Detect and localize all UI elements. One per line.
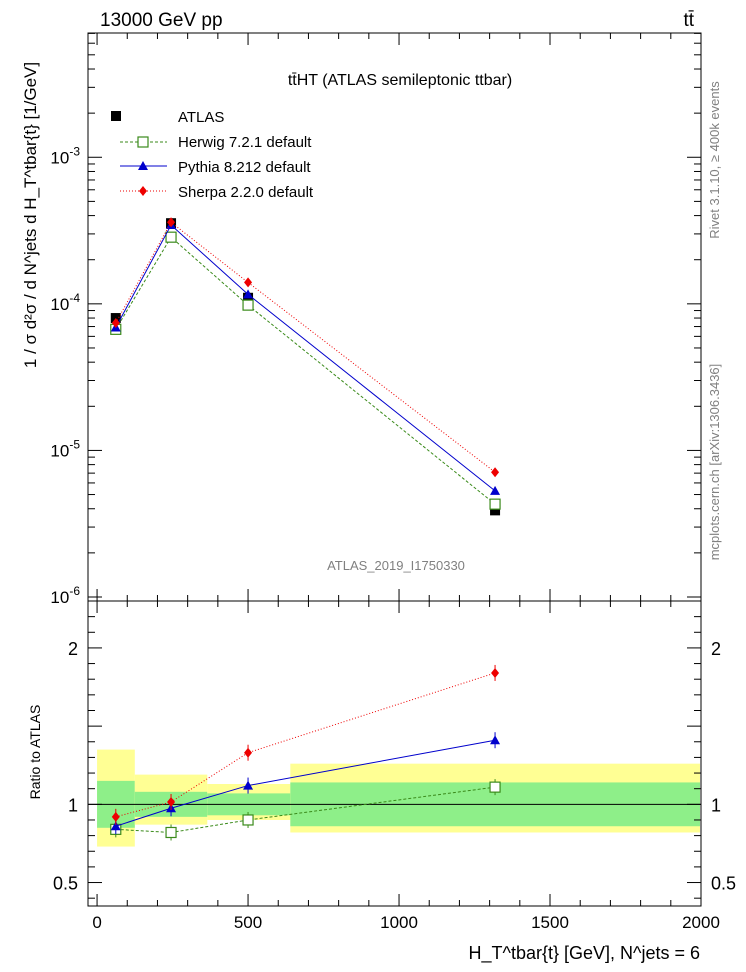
ratio-point-Pythia 8.212 default — [490, 735, 501, 745]
legend-label-sherpa: Sherpa 2.2.0 default — [178, 184, 314, 201]
x-tick-label: 1500 — [531, 913, 569, 932]
x-tick-label: 0 — [92, 913, 101, 932]
y-tick-label-ratio-right: 1 — [711, 795, 721, 815]
data-point-ATLAS — [490, 505, 501, 516]
legend-label-atlas: ATLAS — [178, 109, 224, 126]
data-point-Pythia 8.212 default — [243, 289, 254, 299]
mcplots-label: mcplots.cern.ch [arXiv:1306.3436] — [707, 364, 722, 561]
y-tick-label-main: 10-6 — [50, 584, 80, 607]
legend-label-pythia: Pythia 8.212 default — [178, 159, 311, 176]
y-tick-label-ratio: 1 — [68, 795, 78, 815]
plot-title: tt̄HT (ATLAS semileptonic ttbar) — [288, 72, 512, 89]
header-right: tt̄ — [683, 10, 694, 31]
rivet-label: Rivet 3.1.10, ≥ 400k events — [707, 81, 722, 239]
y-tick-label-main: 10-5 — [50, 437, 80, 460]
ratio-point-Herwig 7.2.1 default — [165, 826, 177, 839]
data-point-Sherpa 2.2.0 default — [244, 277, 253, 288]
axis-ticks: 0 500 1000 1500 2000 10-6 10-5 10-4 10-3 0.5 0.5 1 1… — [50, 32, 736, 932]
legend-marker-sherpa — [139, 186, 147, 196]
legend: ATLAS Herwig 7.2.1 default Pythia 8.212 … — [111, 109, 314, 201]
ratio-point-Pythia 8.212 default — [110, 821, 121, 831]
ratio-point-Sherpa 2.2.0 default — [244, 747, 253, 758]
data-point-Sherpa 2.2.0 default — [111, 318, 120, 329]
data-point-Pythia 8.212 default — [490, 485, 501, 495]
legend-label-herwig: Herwig 7.2.1 default — [178, 134, 312, 151]
ratio-point-Herwig 7.2.1 default — [489, 781, 501, 793]
legend-marker-herwig — [137, 136, 149, 148]
legend-marker-pythia — [138, 161, 148, 170]
y-tick-label-ratio-right: 0.5 — [711, 874, 736, 894]
ratio-point-Sherpa 2.2.0 default — [491, 667, 500, 678]
ratio-point-Sherpa 2.2.0 default — [111, 811, 120, 822]
header-left: 13000 GeV pp — [100, 10, 223, 31]
data-point-Herwig 7.2.1 default — [165, 231, 177, 243]
y-tick-label-main: 10-3 — [50, 144, 80, 167]
x-tick-label: 2000 — [682, 913, 720, 932]
ratio-series-layer — [110, 664, 501, 841]
x-tick-label: 1000 — [380, 913, 418, 932]
y-tick-label-ratio: 2 — [68, 639, 78, 659]
ratio-uncertainty-bands — [97, 749, 700, 847]
main-y-axis-label: 1 / σ d²σ / d N^jets d H_T^tbar{t} [1/Ge… — [21, 62, 40, 368]
x-axis-label: H_T^tbar{t} [GeV], N^jets = 6 — [469, 943, 701, 964]
ratio-point-Pythia 8.212 default — [243, 780, 254, 790]
y-tick-label-ratio-right: 2 — [711, 639, 721, 659]
analysis-watermark: ATLAS_2019_I1750330 — [327, 558, 465, 573]
data-point-Sherpa 2.2.0 default — [167, 217, 176, 228]
ratio-line-Herwig 7.2.1 default — [115, 786, 496, 833]
legend-marker-atlas — [111, 111, 121, 121]
data-point-Sherpa 2.2.0 default — [491, 467, 500, 478]
ratio-line-Sherpa 2.2.0 default — [115, 672, 496, 818]
data-point-Herwig 7.2.1 default — [242, 299, 254, 311]
series-line-Sherpa 2.2.0 default — [115, 221, 496, 473]
data-point-Herwig 7.2.1 default — [489, 498, 501, 510]
ratio-point-Sherpa 2.2.0 default — [167, 796, 176, 807]
series-line-Pythia 8.212 default — [115, 224, 496, 492]
y-tick-label-ratio: 0.5 — [53, 874, 78, 894]
ratio-point-Herwig 7.2.1 default — [242, 814, 254, 826]
ratio-line-Pythia 8.212 default — [115, 739, 496, 827]
y-tick-label-main: 10-4 — [50, 291, 80, 314]
series-line-Herwig 7.2.1 default — [115, 236, 496, 505]
ratio-y-axis-label: Ratio to ATLAS — [27, 705, 43, 800]
ratio-plot-frame — [87, 600, 702, 907]
main-series-layer — [110, 217, 501, 516]
x-tick-label: 500 — [234, 913, 262, 932]
